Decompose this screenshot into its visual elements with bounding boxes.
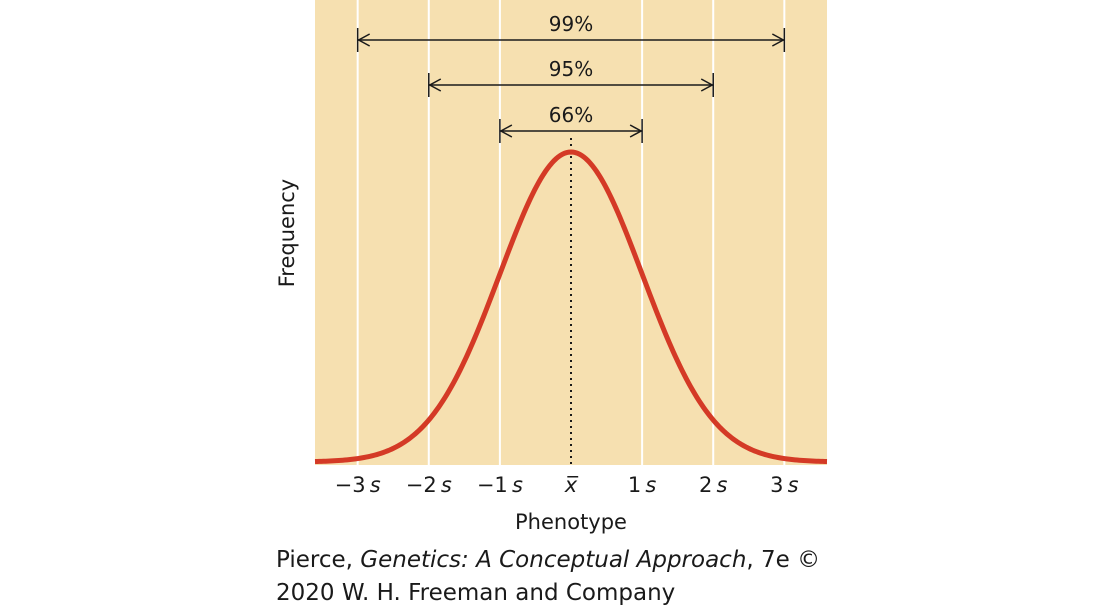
caption-publisher: 2020 W. H. Freeman and Company <box>276 580 676 606</box>
arrowhead-left <box>357 33 371 47</box>
interval-label: 95% <box>549 57 593 81</box>
x-tick-label: −1 s <box>477 473 523 497</box>
x-tick-label: 1 s <box>628 473 657 497</box>
arrowhead-right <box>700 78 714 92</box>
caption-edition: , 7e © <box>746 547 821 573</box>
arrowhead-left <box>428 78 442 92</box>
x-tick-label: 2 s <box>699 473 728 497</box>
interval-99-percent: 99% <box>356 12 786 52</box>
caption-book-title: Genetics: A Conceptual Approach <box>360 547 747 573</box>
arrowhead-right <box>629 124 643 138</box>
arrowhead-left <box>499 124 513 138</box>
x-tick-label: x̅ <box>564 473 579 497</box>
interval-66-percent: 66% <box>499 103 643 143</box>
normal-distribution-chart: 99% 95% 66% −3 s −2 s −1 s x̅ 1 s 2 s 3 s Phenot… <box>275 0 828 534</box>
caption-author: Pierce, <box>276 547 361 573</box>
x-tick-label: 3 s <box>770 473 799 497</box>
plot-background <box>315 0 827 465</box>
x-tick-label: −2 s <box>406 473 452 497</box>
arrowhead-right <box>771 33 785 47</box>
x-axis-label: Phenotype <box>515 510 627 534</box>
frequency-curve <box>314 149 828 465</box>
y-axis-label: Frequency <box>275 179 299 288</box>
interval-label: 66% <box>549 103 593 127</box>
x-tick-label: −3 s <box>335 473 381 497</box>
figure-caption: Pierce, Genetics: A Conceptual Approach,… <box>276 544 1076 610</box>
interval-label: 99% <box>549 12 593 36</box>
interval-95-percent: 95% <box>428 57 714 97</box>
